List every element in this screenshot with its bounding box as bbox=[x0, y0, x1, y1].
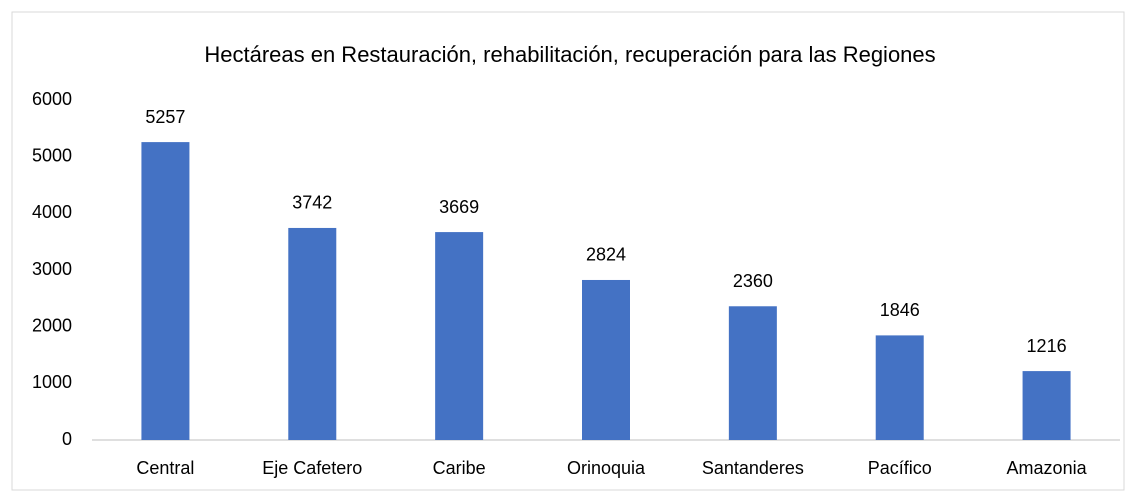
bar bbox=[875, 335, 924, 440]
bar bbox=[728, 306, 777, 440]
chart-title: Hectáreas en Restauración, rehabilitació… bbox=[204, 42, 935, 67]
chart-border bbox=[11, 11, 1125, 491]
x-tick-label: Santanderes bbox=[702, 458, 804, 478]
y-tick-label: 1000 bbox=[32, 372, 72, 392]
y-tick-label: 2000 bbox=[32, 315, 72, 335]
data-label: 2824 bbox=[586, 245, 626, 265]
data-label: 1216 bbox=[1027, 336, 1067, 356]
y-tick-label: 5000 bbox=[32, 145, 72, 165]
y-tick-label: 0 bbox=[62, 429, 72, 449]
data-label: 3669 bbox=[439, 197, 479, 217]
bar bbox=[141, 142, 190, 440]
x-tick-label: Pacífico bbox=[868, 458, 932, 478]
data-label: 1846 bbox=[880, 300, 920, 320]
bar bbox=[582, 279, 630, 440]
data-label: 2360 bbox=[733, 271, 773, 291]
x-tick-label: Amazonia bbox=[1007, 458, 1088, 478]
bar bbox=[1022, 371, 1071, 440]
bar bbox=[288, 227, 337, 440]
data-label: 5257 bbox=[145, 107, 185, 127]
x-tick-label: Caribe bbox=[433, 458, 486, 478]
x-tick-label: Orinoquia bbox=[567, 458, 646, 478]
data-label: 3742 bbox=[292, 193, 332, 213]
y-tick-label: 3000 bbox=[32, 259, 72, 279]
y-tick-label: 6000 bbox=[32, 89, 72, 109]
x-tick-label: Eje Cafetero bbox=[262, 458, 362, 478]
x-tick-label: Central bbox=[136, 458, 194, 478]
y-tick-label: 4000 bbox=[32, 202, 72, 222]
bar bbox=[435, 232, 484, 440]
